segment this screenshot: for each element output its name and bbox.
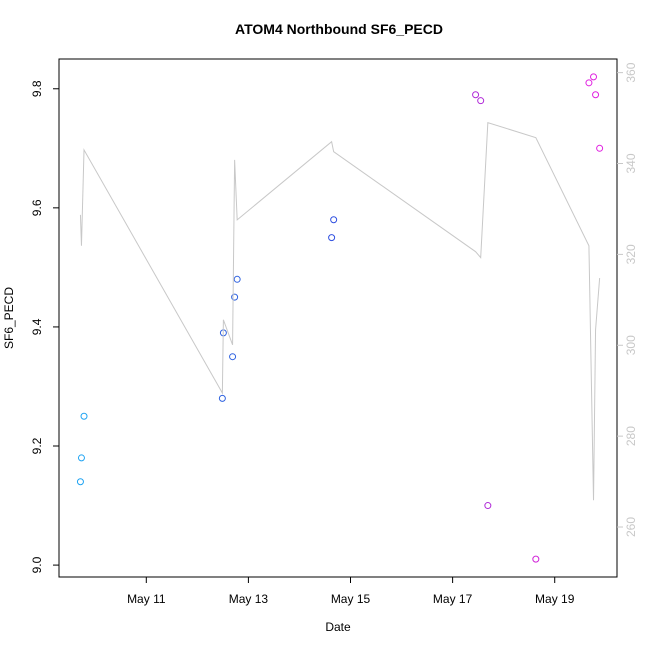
- point: [330, 216, 338, 224]
- y2-tick-label: 300: [624, 335, 638, 355]
- x-tick-label: May 15: [331, 592, 371, 606]
- point: [76, 478, 84, 486]
- point: [484, 502, 492, 510]
- y2-tick-label: 340: [624, 153, 638, 173]
- point: [472, 91, 480, 99]
- point: [77, 454, 85, 462]
- point: [229, 353, 237, 361]
- point: [328, 234, 336, 242]
- y2-tick-label: 260: [624, 517, 638, 537]
- y-tick-label: 9.0: [30, 556, 44, 573]
- y-axis-label: SF6_PECD: [2, 287, 16, 349]
- point: [233, 275, 241, 283]
- point: [596, 144, 604, 152]
- point: [231, 293, 239, 301]
- point: [477, 97, 485, 105]
- x-tick-label: May 19: [535, 592, 575, 606]
- y-tick-label: 9.2: [30, 437, 44, 454]
- x-tick-label: May 11: [127, 592, 166, 606]
- line: [79, 121, 601, 501]
- point: [532, 555, 540, 563]
- x-tick-label: May 17: [433, 592, 473, 606]
- plot-frame: [58, 58, 618, 578]
- chart-title: ATOM4 Northbound SF6_PECD: [235, 21, 443, 37]
- point: [585, 79, 593, 87]
- y-tick-label: 9.6: [30, 199, 44, 216]
- y2-tick-label: 360: [624, 62, 638, 82]
- y2-tick-label: 320: [624, 244, 638, 264]
- y2-tick-label: 280: [624, 426, 638, 446]
- x-tick-label: May 13: [229, 592, 269, 606]
- point: [80, 412, 88, 420]
- x-axis-label: Date: [325, 620, 351, 634]
- point: [592, 91, 600, 99]
- y-tick-label: 9.8: [30, 80, 44, 97]
- y-tick-label: 9.4: [30, 318, 44, 335]
- point: [590, 73, 598, 81]
- point: [218, 394, 226, 402]
